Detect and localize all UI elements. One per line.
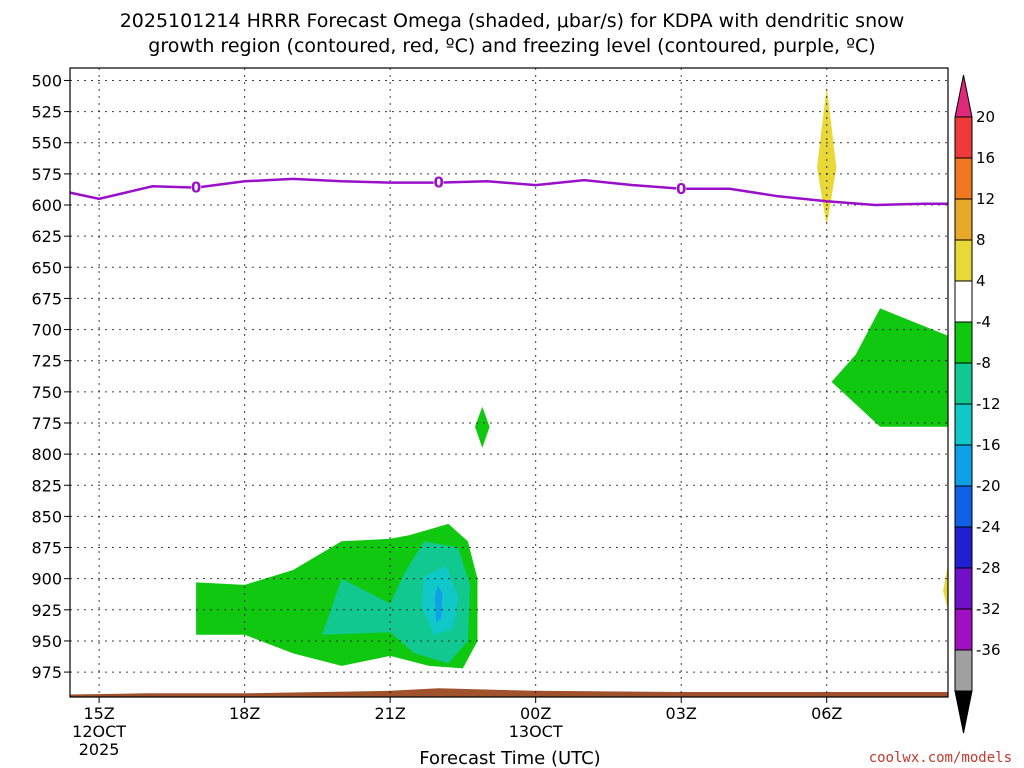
y-tick-label: 850 — [31, 507, 62, 526]
x-tick-label: 18Z — [229, 704, 260, 723]
x-tick-label: 03Z — [666, 704, 697, 723]
colorbar: 20 16 12 8 4 -4 -8 -12 -16 -20 -24 -28 -32 -36 — [954, 74, 1001, 734]
y-tick-label: 550 — [31, 134, 62, 153]
colorbar-label: 8 — [976, 231, 986, 249]
colorbar-label: 4 — [976, 272, 986, 290]
y-tick-label: 750 — [31, 383, 62, 402]
colorbar-segment — [954, 690, 973, 734]
x-tick-label: 21Z — [374, 704, 405, 723]
x-tick-label: 12OCT — [72, 722, 126, 741]
y-tick-label: 675 — [31, 289, 62, 308]
x-tick-label: 06Z — [811, 704, 842, 723]
chart-title: 2025101214 HRRR Forecast Omega (shaded, … — [120, 10, 905, 57]
shaded-region-upper-positive-omega — [817, 86, 837, 227]
colorbar-segment — [954, 74, 973, 118]
y-tick-label: 525 — [31, 103, 62, 122]
colorbar-label: 12 — [976, 190, 995, 208]
x-tick-label: 2025 — [79, 740, 120, 759]
credit-text: coolwx.com/models — [869, 750, 1012, 766]
colorbar-label: 20 — [976, 108, 995, 126]
colorbar-label: -20 — [976, 477, 1001, 495]
plot-border — [69, 67, 949, 698]
x-tick-label: 00Z — [520, 704, 551, 723]
y-tick-label: 800 — [31, 445, 62, 464]
colorbar-segment — [954, 567, 973, 610]
freezing-level-label: 0 — [676, 180, 686, 198]
y-tick-label: 500 — [31, 71, 62, 90]
freezing-level-label: 0 — [433, 174, 443, 192]
y-tick-label: 650 — [31, 258, 62, 277]
chart-title-line-1: 2025101214 HRRR Forecast Omega (shaded, … — [120, 10, 905, 32]
shaded-region-green-right-plume — [831, 308, 948, 427]
colorbar-segment — [954, 157, 973, 200]
x-axis-title: Forecast Time (UTC) — [419, 748, 600, 768]
y-tick-label: 600 — [31, 196, 62, 215]
shaded-region-green-small-diamond — [475, 406, 490, 448]
colorbar-label: -8 — [976, 354, 991, 372]
y-tick-label: 775 — [31, 414, 62, 433]
colorbar-label: -36 — [976, 641, 1001, 659]
colorbar-segment — [954, 198, 973, 241]
x-tick-label: 13OCT — [509, 722, 563, 741]
y-tick-label: 950 — [31, 632, 62, 651]
colorbar-segment — [954, 116, 973, 159]
colorbar-label: -28 — [976, 559, 1001, 577]
freezing-level-label: 0 — [191, 179, 201, 197]
y-tick-label: 575 — [31, 165, 62, 184]
colorbar-label: -4 — [976, 313, 991, 331]
x-tick-label: 15Z — [83, 704, 114, 723]
terrain-fill — [70, 688, 948, 697]
colorbar-segment — [954, 444, 973, 487]
colorbar-label: -12 — [976, 395, 1001, 413]
colorbar-segment — [954, 321, 973, 364]
colorbar-segment — [954, 403, 973, 446]
y-tick-label: 825 — [31, 476, 62, 495]
y-tick-label: 725 — [31, 352, 62, 371]
colorbar-segment — [954, 239, 973, 282]
colorbar-label: -16 — [976, 436, 1001, 454]
colorbar-label: 16 — [976, 149, 995, 167]
y-tick-label: 700 — [31, 321, 62, 340]
freezing-level-line — [69, 177, 948, 207]
colorbar-segment — [954, 362, 973, 405]
freezing-level-label-bg — [433, 174, 444, 190]
colorbar-segment — [954, 649, 973, 692]
colorbar-segment — [954, 608, 973, 651]
y-tick-label: 875 — [31, 539, 62, 558]
y-tick-label: 975 — [31, 663, 62, 682]
freezing-level-label-bg — [191, 179, 202, 195]
y-tick-label: 900 — [31, 570, 62, 589]
colorbar-segment — [954, 280, 973, 323]
colorbar-label: -32 — [976, 600, 1001, 618]
colorbar-segment — [954, 485, 973, 528]
shaded-region-right-edge-positive — [943, 563, 948, 610]
colorbar-label: -24 — [976, 518, 1001, 536]
freezing-level-label-bg — [676, 180, 687, 196]
chart-title-line-2: growth region (contoured, red, ºC) and f… — [148, 35, 875, 57]
y-tick-label: 925 — [31, 601, 62, 620]
colorbar-segment — [954, 526, 973, 569]
shaded-region-lower-blue-core — [434, 584, 443, 623]
plot-area: 500 525 550 575 600 625 650 675 700 725 750 775 800 8… — [31, 67, 949, 759]
y-tick-label: 625 — [31, 227, 62, 246]
